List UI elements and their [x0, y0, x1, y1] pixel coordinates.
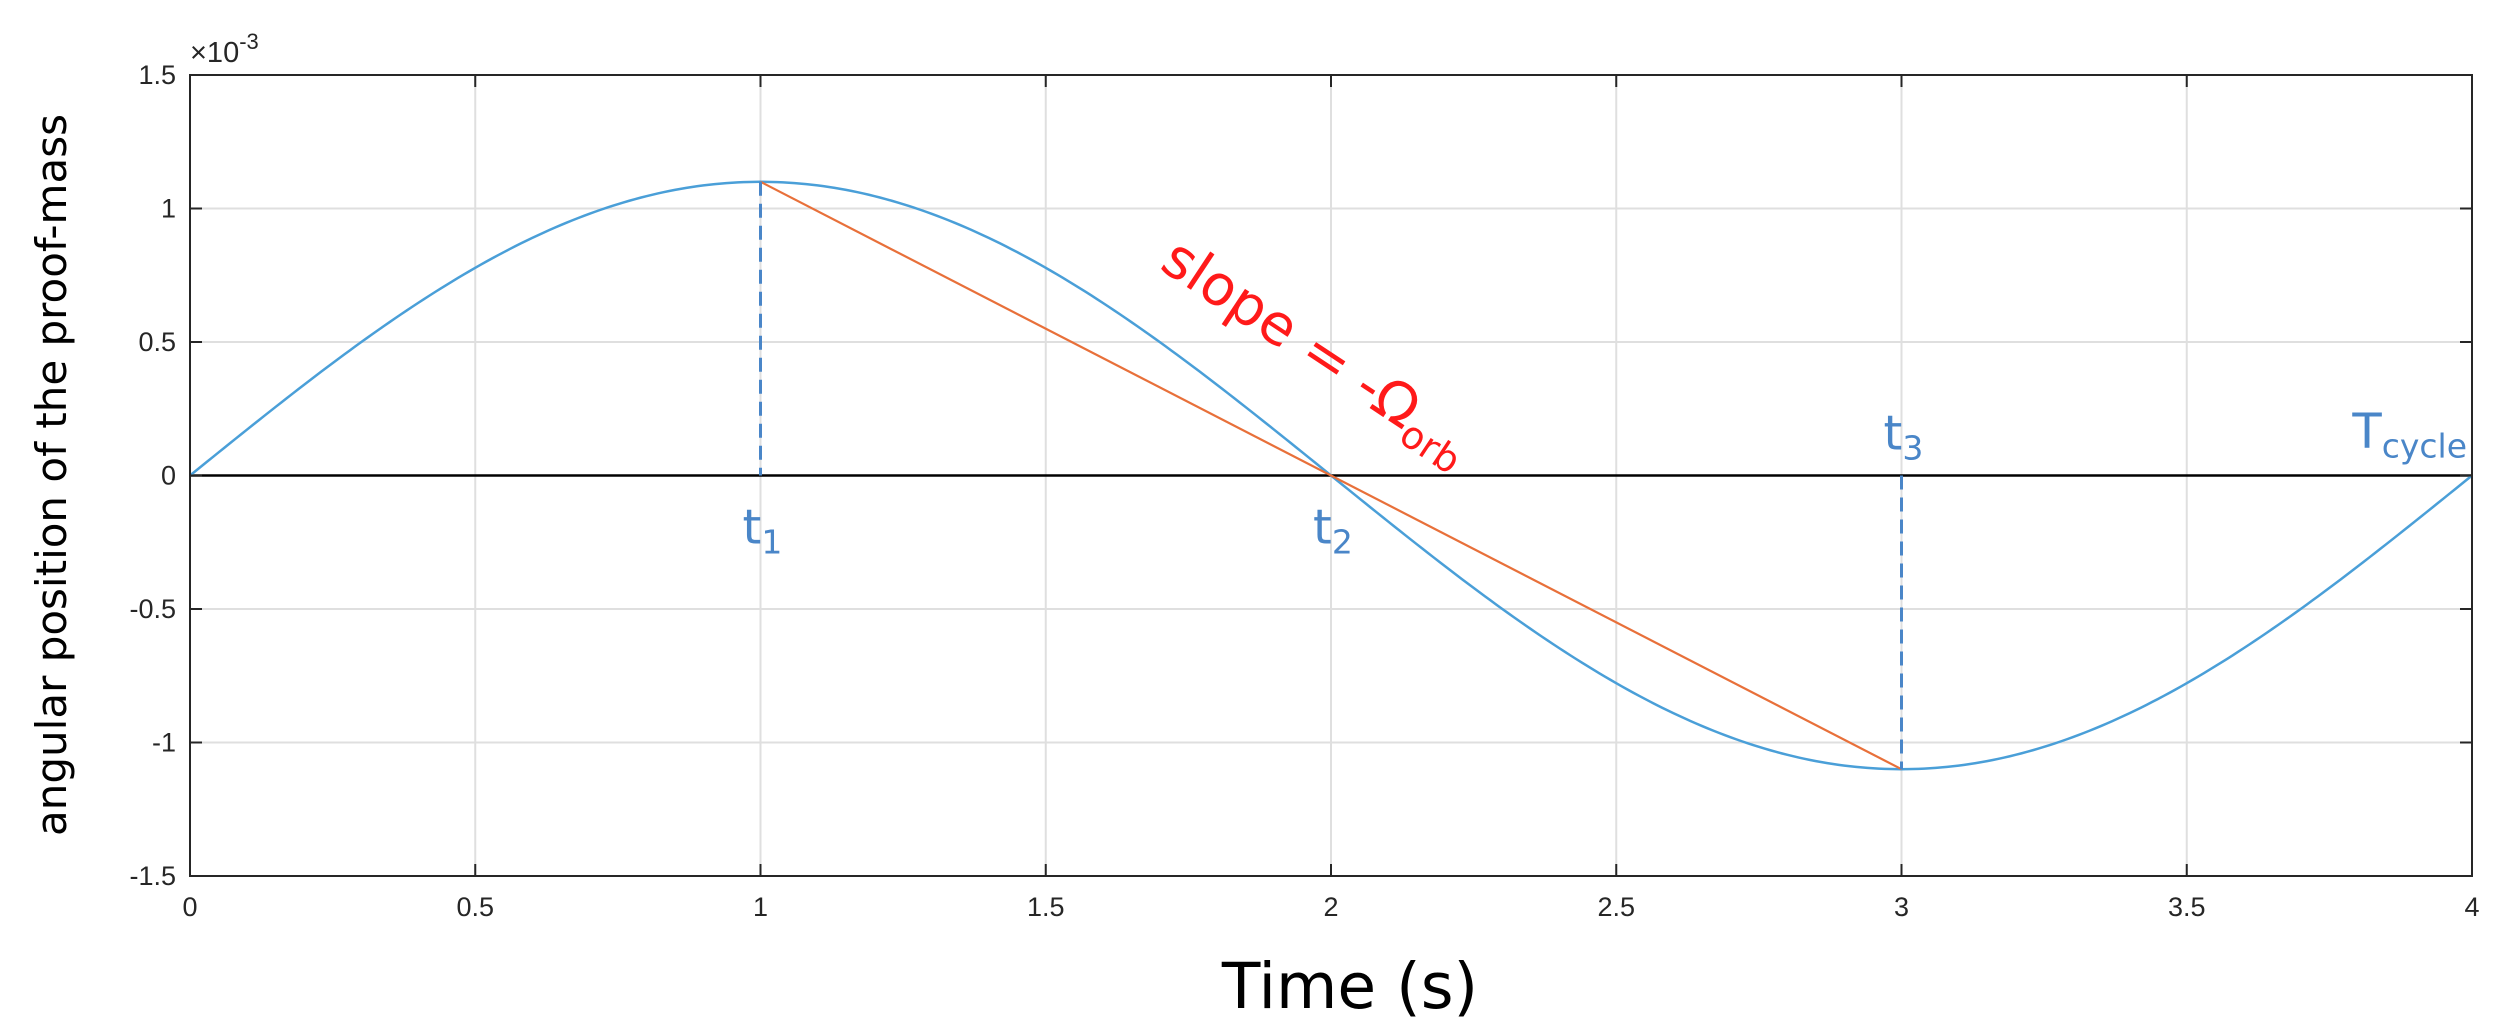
- axes: [189, 74, 2473, 877]
- tcycle-label-sub: cycle: [2382, 427, 2467, 466]
- x-tick-label: 2.5: [1597, 892, 1635, 922]
- x-tick-label: 3: [1894, 892, 1909, 922]
- x-axis-title: Time (s): [1221, 950, 1478, 1023]
- marker-label-sub: 2: [1332, 523, 1353, 562]
- y-tick-label: -0.5: [129, 594, 176, 624]
- y-tick-label: -1.5: [129, 861, 176, 891]
- series-layer: [189, 180, 2473, 771]
- slope-line: [759, 180, 1903, 771]
- marker-label-base: t: [1313, 500, 1332, 556]
- y-tick-label: 0: [161, 461, 176, 491]
- x-tick-label: 3.5: [2168, 892, 2206, 922]
- x-tick-label: 2: [1323, 892, 1338, 922]
- y-tick-label: 1.5: [138, 60, 176, 90]
- y-exponent-label: ×10-3: [190, 29, 259, 69]
- x-tick-label: 1: [753, 892, 768, 922]
- y-axis-title: angular position of the proof-mass: [27, 114, 76, 836]
- tcycle-label-base: T: [2351, 404, 2382, 460]
- marker-label-t1: t1: [743, 500, 783, 562]
- tcycle-label: Tcycle: [2351, 404, 2467, 466]
- tick-labels: 0 0.5 1 1.5 2 2.5 3 3.5 4 -1.5 -1 -0.5 0 0.5 1 1.5: [129, 60, 2479, 922]
- x-tick-label: 0.5: [456, 892, 494, 922]
- marker-label-t2: t2: [1313, 500, 1353, 562]
- marker-label-base: t: [1884, 406, 1903, 462]
- y-tick-label: 1: [161, 194, 176, 224]
- marker-label-sub: 3: [1902, 429, 1923, 468]
- slope-annotation: slope = -Ωorb: [1146, 225, 1484, 482]
- slope-annotation-group: slope = -Ωorb: [1146, 225, 1484, 482]
- x-tick-label: 0: [182, 892, 197, 922]
- x-tick-label: 1.5: [1027, 892, 1065, 922]
- y-tick-label: -1: [152, 728, 176, 758]
- y-tick-label: 0.5: [138, 327, 176, 357]
- x-tick-label: 4: [2464, 892, 2479, 922]
- marker-label-base: t: [743, 500, 762, 556]
- slope-annotation-main: slope = -Ω: [1150, 225, 1431, 442]
- marker-label-t3: t3: [1884, 406, 1924, 468]
- marker-label-sub: 1: [761, 523, 782, 562]
